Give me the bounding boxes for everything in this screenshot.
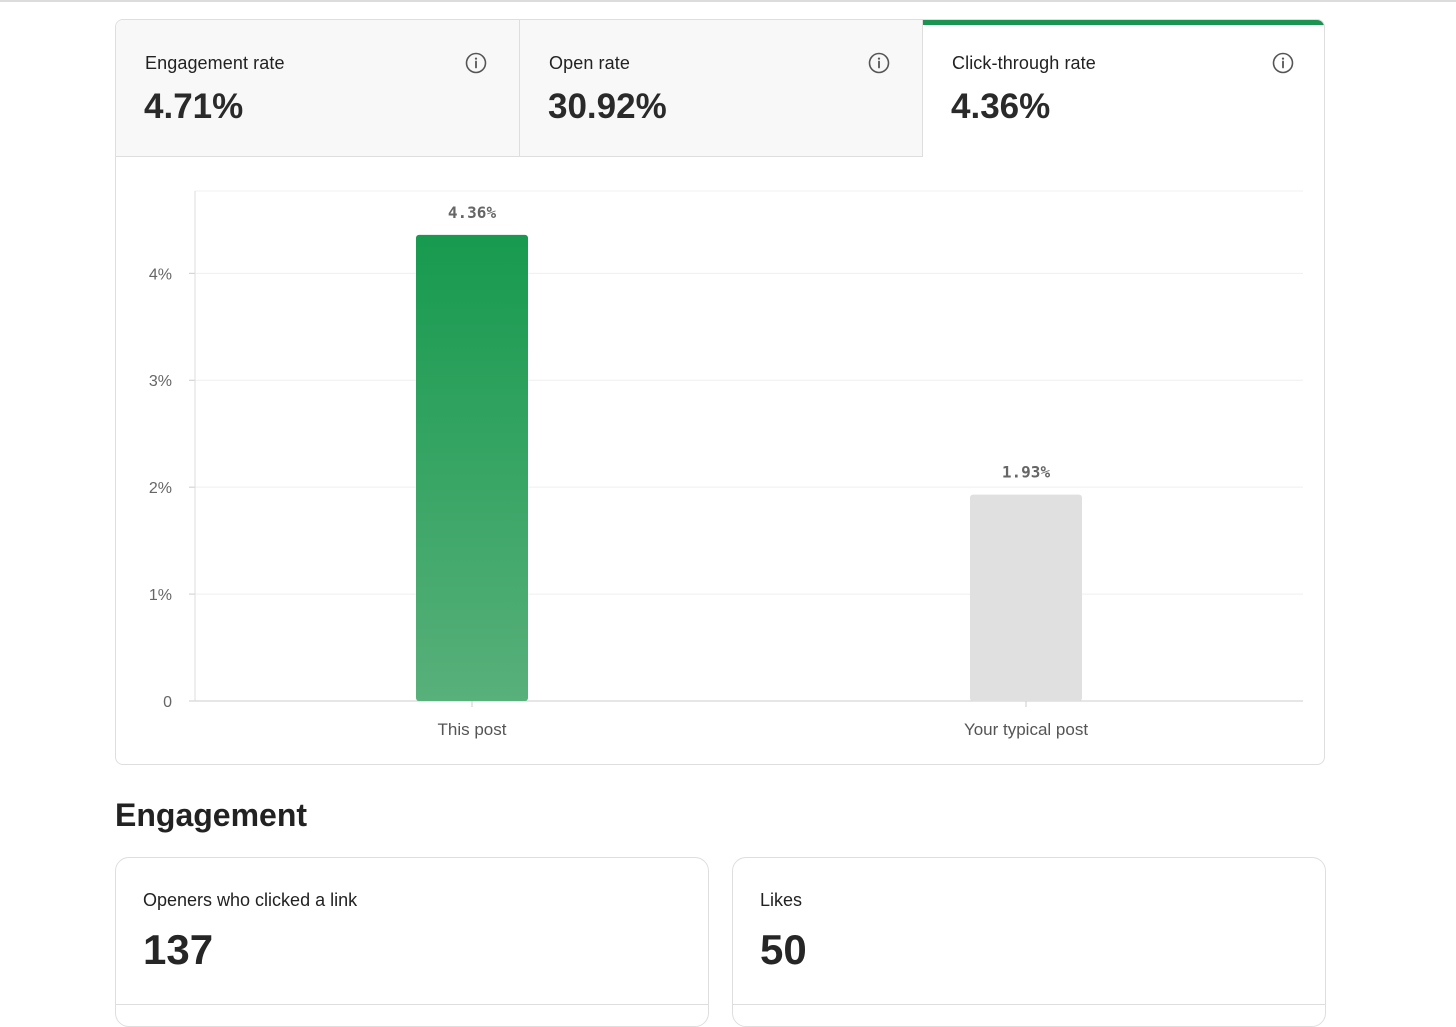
stat-card-clicked-link: Openers who clicked a link 137 — [115, 857, 709, 1027]
y-tick-label: 0 — [163, 694, 172, 711]
card-divider — [116, 1004, 708, 1005]
stat-card-likes: Likes 50 — [732, 857, 1326, 1027]
y-tick-label: 2% — [149, 480, 172, 497]
metrics-card: Engagement rate 4.71% Open rate 30.92% C… — [115, 19, 1325, 765]
tab-value: 30.92% — [548, 87, 667, 126]
tab-label: Click-through rate — [952, 53, 1096, 73]
bar — [970, 494, 1082, 701]
tab-engagement-rate[interactable]: Engagement rate 4.71% — [116, 20, 520, 157]
y-tick-label: 3% — [149, 373, 172, 390]
info-icon[interactable] — [1272, 52, 1294, 74]
stat-value: 50 — [760, 926, 807, 973]
x-tick-label: Your typical post — [964, 720, 1088, 739]
stat-label: Likes — [760, 890, 803, 910]
info-icon[interactable] — [868, 52, 890, 74]
info-icon[interactable] — [465, 52, 487, 74]
tab-label: Engagement rate — [145, 53, 285, 73]
tab-value: 4.71% — [144, 87, 244, 126]
x-tick-label: This post — [438, 720, 507, 739]
bar-chart: 0 1% 2% 3% 4% 4.36% This post 1.93% Your typical… — [149, 190, 1303, 739]
active-tab-indicator — [923, 20, 1324, 25]
tab-click-through-rate[interactable]: Click-through rate 4.36% — [923, 20, 1324, 157]
data-label: 1.93% — [1002, 463, 1051, 482]
bar — [416, 234, 528, 701]
metric-tabs: Engagement rate 4.71% Open rate 30.92% C… — [116, 20, 1324, 157]
stat-label: Openers who clicked a link — [143, 890, 358, 910]
tab-open-rate[interactable]: Open rate 30.92% — [520, 20, 923, 157]
stat-value: 137 — [143, 926, 214, 973]
card-divider — [733, 1004, 1325, 1005]
data-label: 4.36% — [448, 203, 497, 222]
y-tick-label: 1% — [149, 587, 172, 604]
tab-value: 4.36% — [951, 87, 1051, 126]
section-title: Engagement — [115, 797, 308, 833]
top-divider — [0, 0, 1456, 2]
tab-label: Open rate — [549, 53, 630, 73]
y-tick-label: 4% — [149, 266, 172, 283]
